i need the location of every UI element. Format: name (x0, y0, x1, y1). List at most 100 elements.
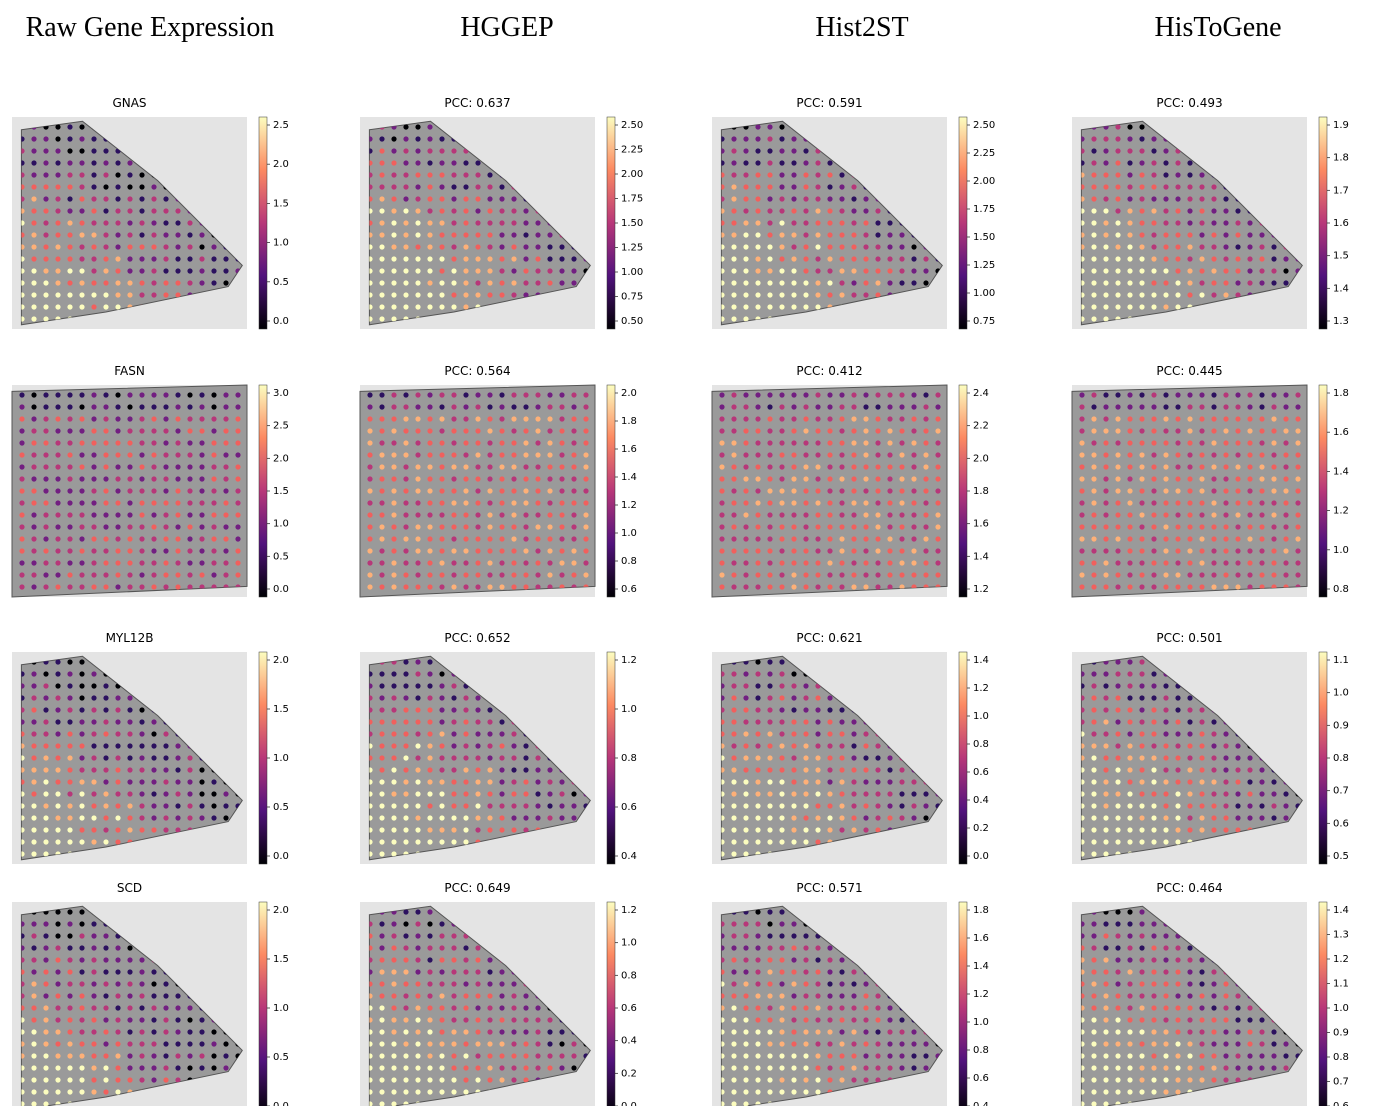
spot (463, 993, 468, 998)
spot (391, 488, 396, 493)
spot (547, 256, 552, 261)
spot (923, 256, 928, 261)
spot (1235, 536, 1240, 541)
spot (127, 220, 132, 225)
spot (199, 512, 204, 517)
spot (391, 244, 396, 249)
spot (1187, 292, 1192, 297)
spot (755, 548, 760, 553)
colorbar-tick-label: 1.5 (1333, 251, 1349, 262)
spot (439, 803, 444, 808)
spot (1151, 512, 1156, 517)
spot (791, 428, 796, 433)
spot (1223, 815, 1228, 820)
spot (827, 292, 832, 297)
spot (875, 779, 880, 784)
spot (487, 731, 492, 736)
spot (1295, 548, 1300, 553)
spot (439, 548, 444, 553)
spot (1211, 488, 1216, 493)
spot (1259, 416, 1264, 421)
spot (175, 428, 180, 433)
spot (115, 957, 120, 962)
spot (415, 160, 420, 165)
spot (163, 1017, 168, 1022)
spot (779, 659, 784, 664)
spot (415, 909, 420, 914)
spot (535, 1029, 540, 1034)
spot (559, 779, 564, 784)
spot (67, 671, 72, 676)
spot (535, 1017, 540, 1022)
colorbar-tick-label: 1.6 (1333, 218, 1349, 229)
spot (487, 172, 492, 177)
spot (731, 671, 736, 676)
spot (803, 196, 808, 201)
spot (1127, 731, 1132, 736)
spot (767, 731, 772, 736)
spot (1199, 524, 1204, 529)
spot (487, 791, 492, 796)
spot (463, 743, 468, 748)
spot (427, 981, 432, 986)
spot (127, 981, 132, 986)
spot (779, 695, 784, 700)
spot (923, 488, 928, 493)
spot (1259, 476, 1264, 481)
spot (923, 548, 928, 553)
spot (439, 743, 444, 748)
spot (755, 536, 760, 541)
spot (79, 292, 84, 297)
spot (103, 184, 108, 189)
spot (767, 220, 772, 225)
spot (1127, 827, 1132, 832)
spot (731, 815, 736, 820)
spot (1187, 160, 1192, 165)
spot (463, 957, 468, 962)
spot (487, 993, 492, 998)
spot (547, 1029, 552, 1034)
spot (31, 1029, 36, 1034)
colorbar-tick-label: 0.0 (273, 1101, 289, 1106)
spot (463, 695, 468, 700)
spot (923, 404, 928, 409)
spot (79, 148, 84, 153)
spot (31, 1053, 36, 1058)
spot (379, 1077, 384, 1082)
spot (103, 476, 108, 481)
spot (139, 755, 144, 760)
spot (415, 292, 420, 297)
spot (839, 440, 844, 445)
spot (163, 208, 168, 213)
spot (839, 779, 844, 784)
spot (1139, 416, 1144, 421)
spot (839, 244, 844, 249)
spot (731, 779, 736, 784)
spot (767, 488, 772, 493)
spot (499, 1053, 504, 1058)
spot (755, 791, 760, 796)
spot (463, 719, 468, 724)
spot (1139, 220, 1144, 225)
spot (103, 500, 108, 505)
spot (839, 220, 844, 225)
spot (55, 232, 60, 237)
spot (127, 232, 132, 237)
spot (839, 815, 844, 820)
spot (511, 767, 516, 772)
spot (115, 304, 120, 309)
spot (127, 707, 132, 712)
spot (875, 500, 880, 505)
spot (151, 731, 156, 736)
spot (779, 981, 784, 986)
spot (1079, 548, 1084, 553)
spot (43, 548, 48, 553)
spot (451, 560, 456, 565)
spot (223, 280, 228, 285)
spot (499, 208, 504, 213)
spot (803, 957, 808, 962)
spot (439, 839, 444, 844)
spot (731, 803, 736, 808)
spot (511, 404, 516, 409)
spot (743, 512, 748, 517)
